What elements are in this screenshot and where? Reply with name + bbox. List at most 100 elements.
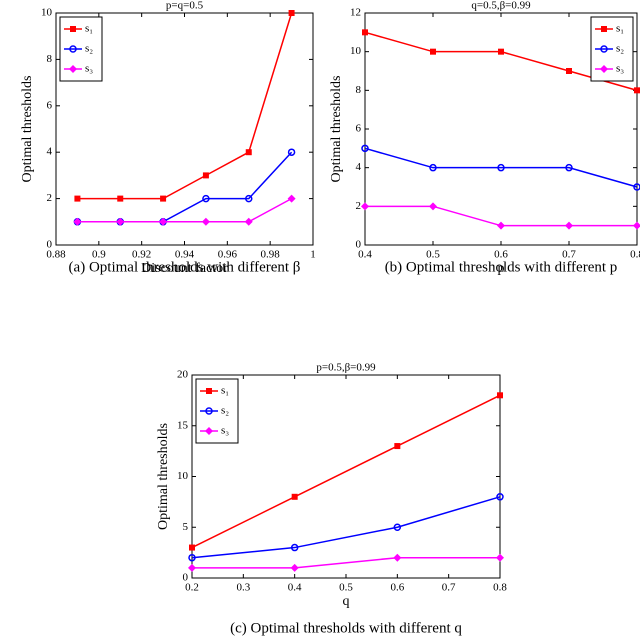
chart-title: q=0.5,β=0.99 — [471, 0, 531, 12]
marker — [290, 563, 299, 572]
marker — [245, 149, 252, 156]
legend-label: s₂ — [616, 43, 624, 55]
x-tick-label: 0.7 — [562, 249, 576, 261]
marker — [202, 194, 210, 203]
caption: (b) Optimal thresholds with different p — [385, 259, 618, 275]
marker — [633, 183, 640, 191]
marker — [497, 221, 505, 230]
x-tick-label: 1 — [310, 249, 316, 261]
marker — [496, 493, 504, 501]
marker — [566, 68, 572, 74]
x-tick-label: 0.8 — [493, 582, 507, 594]
marker — [565, 163, 573, 172]
marker — [633, 221, 640, 230]
marker — [159, 217, 168, 226]
y-tick-label: 15 — [177, 419, 189, 431]
marker — [430, 48, 436, 55]
x-tick-label: 0.7 — [442, 582, 456, 594]
x-axis-label: q — [343, 594, 350, 609]
marker — [634, 87, 640, 94]
x-tick-label: 0.4 — [358, 249, 372, 261]
y-tick-label: 10 — [350, 45, 362, 57]
marker — [117, 195, 124, 202]
x-tick-label: 0.8 — [630, 249, 640, 261]
marker — [361, 202, 369, 211]
marker — [496, 553, 504, 562]
marker — [600, 45, 608, 53]
legend: s₁ s₂ s₃ — [195, 378, 239, 444]
x-tick-label: 0.6 — [390, 582, 404, 594]
marker — [393, 553, 402, 562]
y-tick-label: 4 — [356, 161, 362, 173]
x-tick-label: 0.3 — [236, 582, 250, 594]
x-tick-label: 0.5 — [426, 249, 440, 261]
x-tick-label: 0.94 — [175, 249, 195, 261]
y-tick-label: 4 — [47, 146, 53, 158]
marker — [287, 194, 296, 203]
y-axis-label: Optimal thresholds — [329, 76, 344, 183]
legend: s₁ s₂ s₃ — [590, 16, 634, 82]
marker — [429, 202, 437, 211]
marker — [69, 65, 77, 73]
x-tick-label: 0.4 — [288, 582, 302, 594]
marker — [70, 26, 76, 32]
series-line — [192, 556, 500, 569]
marker — [116, 217, 125, 226]
marker — [188, 563, 196, 572]
series-line — [191, 394, 501, 549]
y-tick-label: 0 — [356, 239, 362, 251]
marker — [498, 48, 504, 55]
marker — [361, 144, 369, 153]
y-tick-label: 6 — [47, 99, 53, 111]
legend-label: s₁ — [85, 23, 93, 35]
legend-label: s₃ — [616, 63, 624, 75]
subplot: 0.88 0.9 0.92 0.94 0.96 0.98 10246810p=q=0.5Di… — [20, 0, 316, 276]
y-axis-label: Optimal thresholds — [156, 423, 171, 530]
y-tick-label: 6 — [356, 123, 362, 135]
legend: s₁ s₂ s₃ — [59, 16, 103, 82]
marker — [201, 217, 210, 226]
marker — [291, 493, 298, 500]
chart-title: p=q=0.5 — [166, 0, 204, 12]
marker — [288, 10, 295, 16]
marker — [565, 221, 573, 230]
series-line — [77, 12, 293, 200]
x-axis-label: p — [498, 261, 505, 276]
legend-label: s₁ — [616, 23, 624, 35]
x-tick-label: 0.96 — [218, 249, 238, 261]
subplot: 0.2 0.3 0.4 0.5 0.6 0.7 0.8 0 5 10 15 20 p=0.5,β=0.9… — [156, 362, 507, 637]
y-tick-label: 2 — [356, 200, 362, 212]
marker — [205, 407, 213, 415]
y-tick-label: 8 — [356, 84, 362, 96]
chart-title: p=0.5,β=0.99 — [316, 362, 376, 374]
y-tick-label: 10 — [41, 7, 53, 19]
x-tick-label: 0.92 — [132, 249, 151, 261]
x-axis-label: Discount factor — [141, 261, 228, 276]
x-tick-label: 0.98 — [261, 249, 281, 261]
marker — [205, 427, 213, 435]
y-tick-label: 12 — [350, 7, 361, 19]
marker — [497, 163, 505, 172]
legend-label: s₃ — [85, 63, 93, 75]
legend-label: s₂ — [85, 43, 93, 55]
marker — [429, 163, 437, 172]
y-tick-label: 0 — [47, 239, 53, 251]
marker — [188, 553, 196, 562]
marker — [497, 392, 503, 399]
marker — [69, 45, 77, 53]
y-tick-label: 0 — [183, 572, 189, 584]
series-line — [364, 147, 638, 188]
series-line — [191, 496, 501, 559]
marker — [202, 172, 209, 179]
marker — [206, 388, 212, 394]
x-tick-label: 0.6 — [494, 249, 508, 261]
marker — [393, 523, 402, 531]
marker — [73, 217, 82, 226]
caption: (a) Optimal thresholds with different β — [69, 259, 301, 275]
x-tick-label: 0.5 — [339, 582, 353, 594]
marker — [189, 544, 195, 551]
marker — [287, 148, 296, 156]
y-tick-label: 8 — [47, 53, 53, 65]
legend-label: s₂ — [221, 405, 229, 417]
